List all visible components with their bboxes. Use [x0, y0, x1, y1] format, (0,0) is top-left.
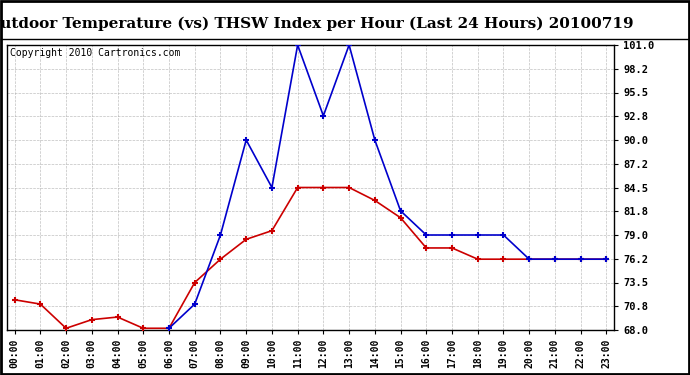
Text: Outdoor Temperature (vs) THSW Index per Hour (Last 24 Hours) 20100719: Outdoor Temperature (vs) THSW Index per …	[0, 17, 634, 31]
Text: Copyright 2010 Cartronics.com: Copyright 2010 Cartronics.com	[10, 48, 180, 58]
